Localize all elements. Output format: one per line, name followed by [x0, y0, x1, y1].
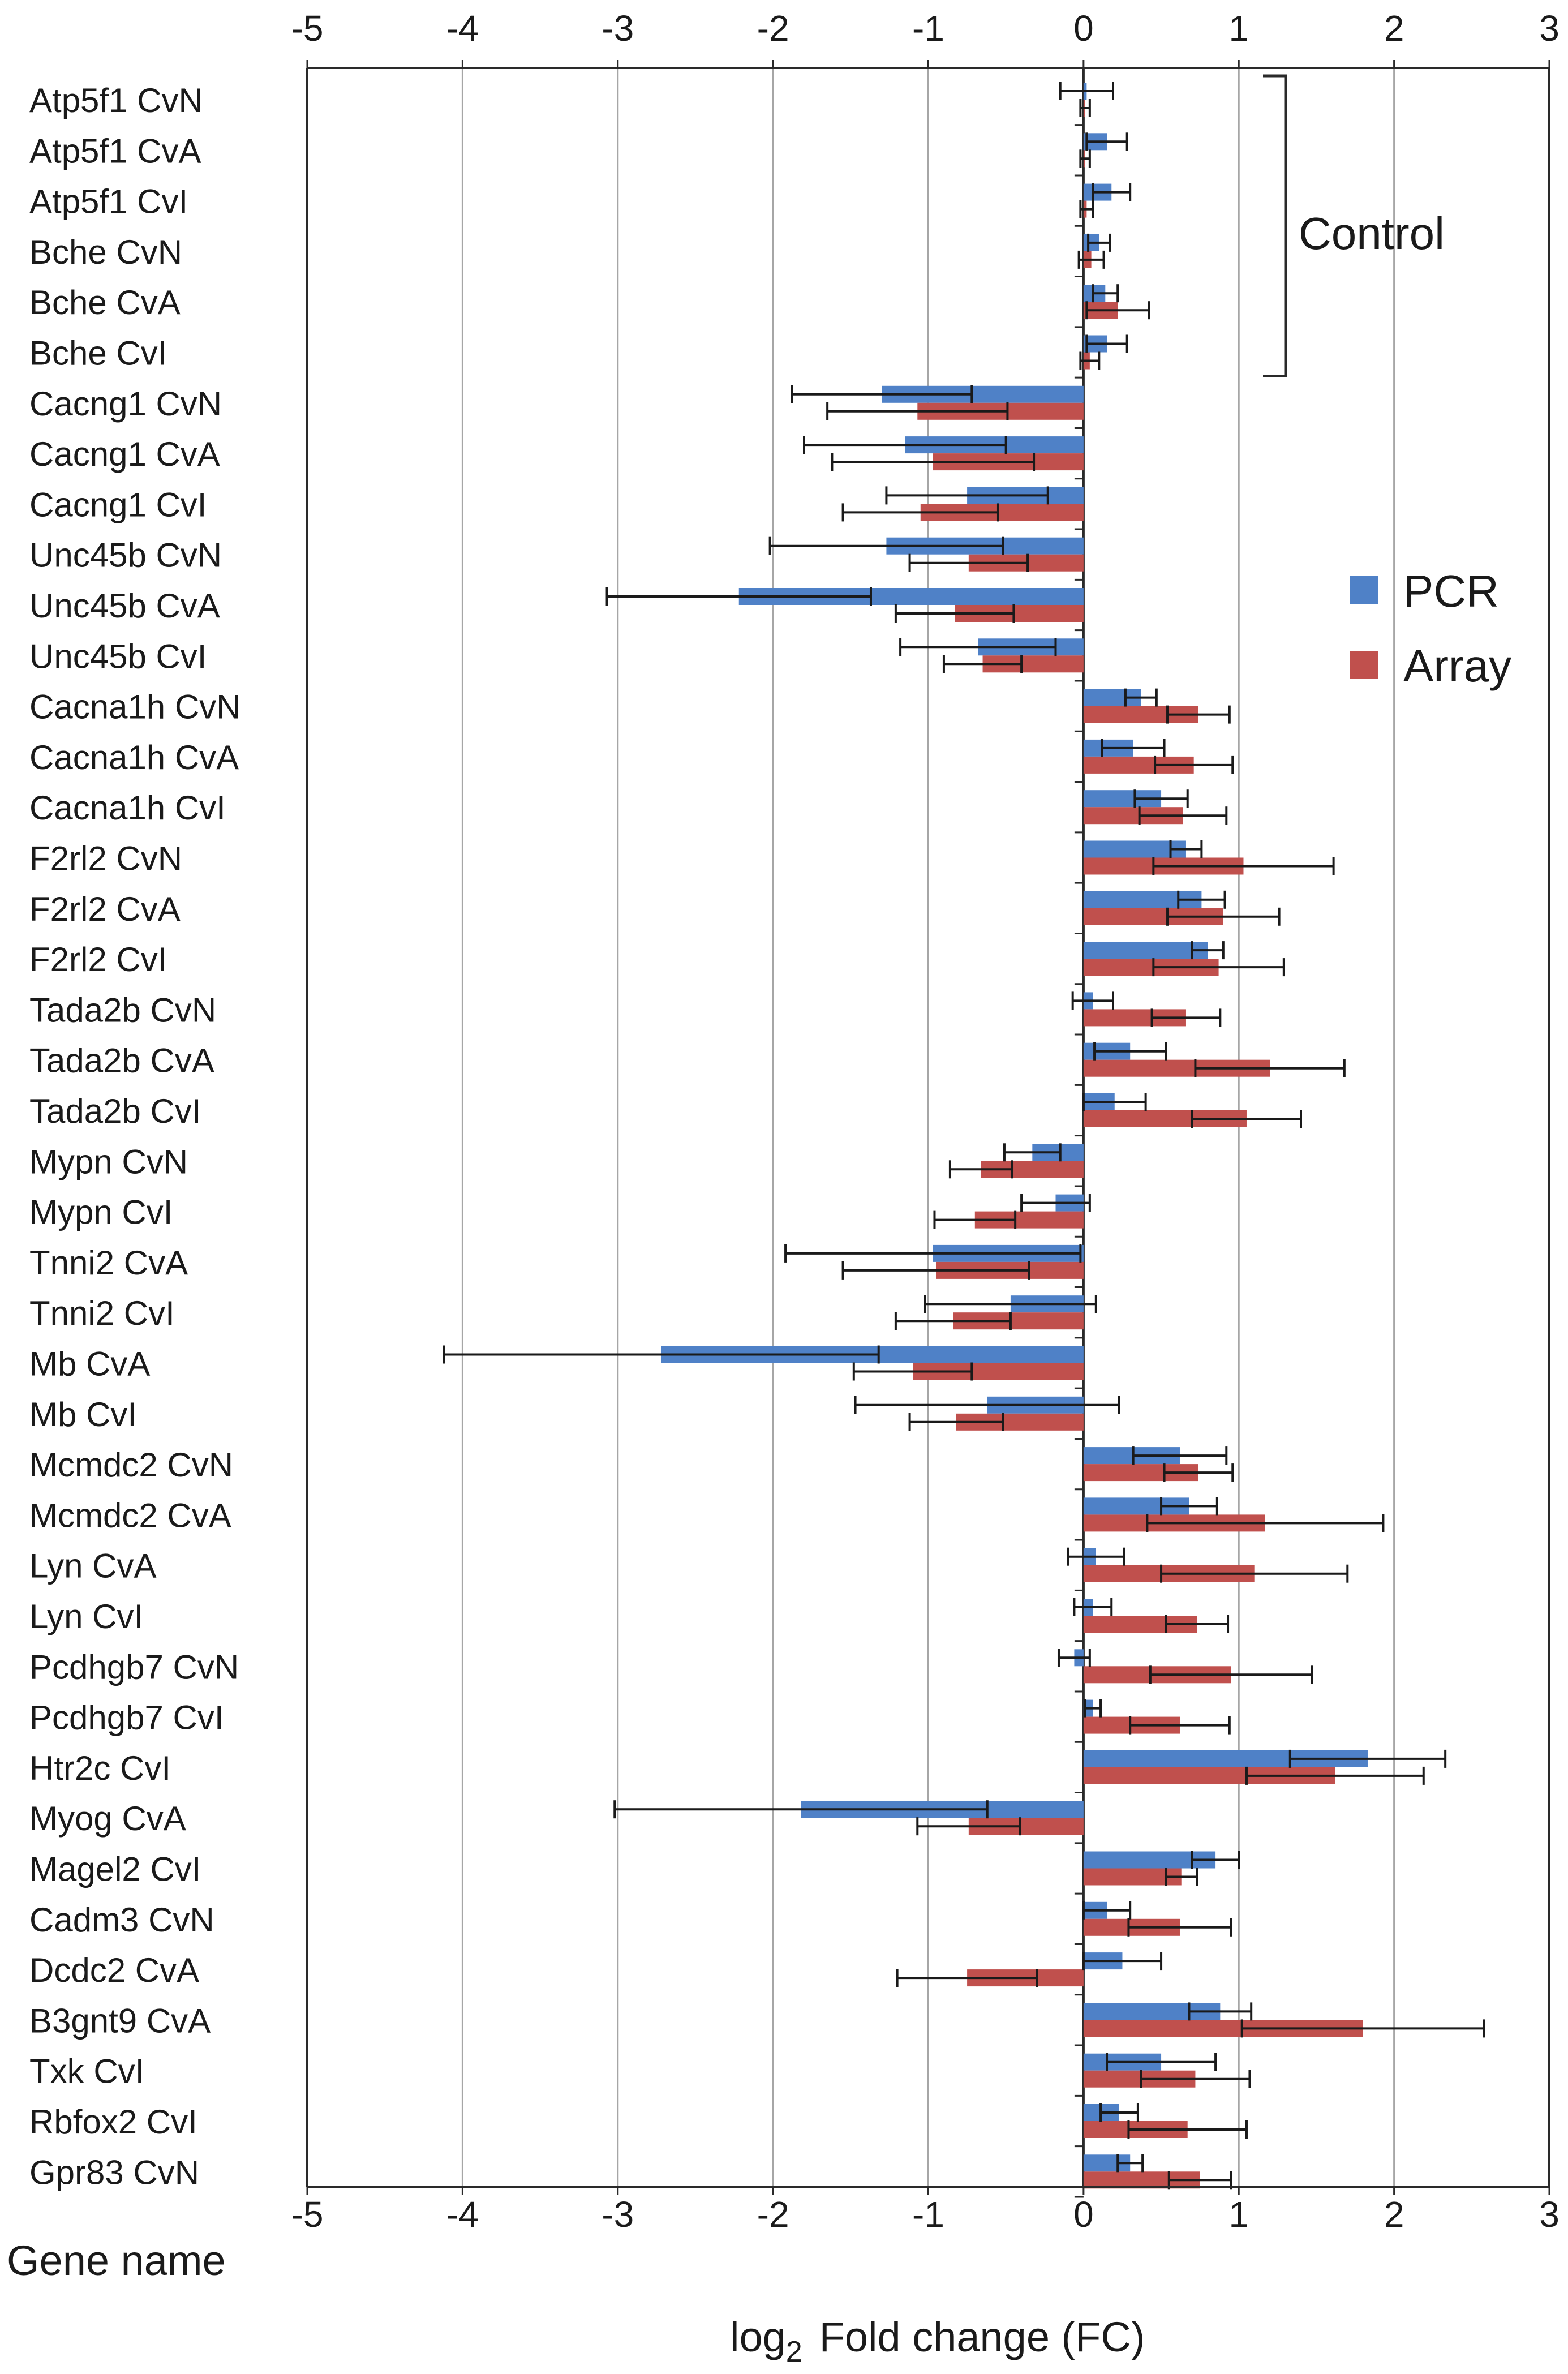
- gene-label: Tada2b CvN: [29, 991, 216, 1029]
- gene-label: Bche CvA: [29, 284, 181, 321]
- gene-label: Mypn CvN: [29, 1143, 188, 1180]
- x-tick-label-top: 3: [1539, 8, 1560, 49]
- gene-label: Unc45b CvA: [29, 587, 220, 625]
- x-tick-label-bottom: -2: [757, 2194, 789, 2235]
- gene-label: Mcmdc2 CvA: [29, 1496, 231, 1534]
- gene-label: Bche CvN: [29, 233, 182, 271]
- gene-label: Cacng1 CvN: [29, 385, 222, 423]
- x-axis-title-subscript: 2: [786, 2336, 802, 2368]
- y-axis-title: Gene name: [7, 2237, 226, 2284]
- control-bracket-group: Control: [1263, 74, 1445, 377]
- x-tick-label-bottom: 1: [1228, 2194, 1249, 2235]
- x-tick-label-bottom: -4: [446, 2194, 479, 2235]
- gene-label: B3gnt9 CvA: [29, 2002, 211, 2040]
- gene-label: Lyn CvI: [29, 1598, 143, 1635]
- x-axis-title-log: log: [730, 2313, 786, 2360]
- gene-labels: Atp5f1 CvN Atp5f1 CvA Atp5f1 CvI Bche CvN Bc…: [29, 81, 241, 2191]
- gene-label: Myog CvA: [29, 1800, 186, 1838]
- gridlines: [461, 68, 1395, 2187]
- x-axis-title: log2 Fold change (FC): [730, 2313, 1145, 2368]
- top-tick-labels: -5 -4 -3 -2 -1 0 1 2 3: [291, 8, 1560, 68]
- gene-label: Cacna1h CvA: [29, 739, 239, 776]
- bars: [661, 83, 1368, 2189]
- gene-label: Mypn CvI: [29, 1194, 173, 1231]
- gene-label: Tada2b CvA: [29, 1042, 214, 1080]
- x-tick-label-top: -5: [291, 8, 324, 49]
- gene-label: Gpr83 CvN: [29, 2153, 199, 2191]
- gene-label: Cacng1 CvA: [29, 435, 220, 473]
- gene-label: Bche CvI: [29, 334, 167, 372]
- x-tick-label-bottom: 2: [1384, 2194, 1404, 2235]
- control-bracket: [1263, 74, 1287, 377]
- bottom-tick-labels: -5 -4 -3 -2 -1 0 1 2 3: [291, 2187, 1560, 2235]
- x-tick-label-bottom: 3: [1539, 2194, 1560, 2235]
- x-tick-label-top: -3: [602, 8, 634, 49]
- gene-label: Pcdhgb7 CvI: [29, 1699, 224, 1737]
- gene-label: Cacna1h CvN: [29, 688, 241, 726]
- legend-pcr-swatch: [1350, 576, 1378, 604]
- gene-label: Unc45b CvN: [29, 536, 222, 574]
- gene-label: Atp5f1 CvN: [29, 81, 203, 119]
- legend-pcr-label: PCR: [1403, 566, 1499, 616]
- x-tick-label-bottom: -5: [291, 2194, 324, 2235]
- legend-array-label: Array: [1403, 641, 1511, 691]
- gene-label: Mb CvI: [29, 1396, 137, 1433]
- gene-label: Atp5f1 CvA: [29, 132, 201, 170]
- gene-label: Dcdc2 CvA: [29, 1951, 199, 1989]
- x-tick-label-bottom: -1: [912, 2194, 944, 2235]
- gene-label: Tnni2 CvI: [29, 1294, 175, 1332]
- gene-label: Cacna1h CvI: [29, 789, 226, 827]
- gene-label: Mb CvA: [29, 1345, 150, 1383]
- x-axis-title-rest: Fold change (FC): [819, 2313, 1145, 2360]
- gene-label: Cacng1 CvI: [29, 486, 207, 523]
- x-tick-label-top: 1: [1228, 8, 1249, 49]
- gene-label: Cadm3 CvN: [29, 1901, 214, 1939]
- gene-label: Txk CvI: [29, 2053, 144, 2090]
- gene-label: Rbfox2 CvI: [29, 2103, 197, 2141]
- x-tick-label-top: -1: [912, 8, 944, 49]
- gene-label: Magel2 CvI: [29, 1851, 201, 1888]
- gene-label: Htr2c CvI: [29, 1749, 171, 1787]
- error-bars: [443, 82, 1485, 2190]
- control-label: Control: [1299, 208, 1445, 259]
- gene-label: Tada2b CvI: [29, 1092, 201, 1130]
- legend: PCR Array: [1350, 566, 1511, 691]
- x-tick-label-bottom: 0: [1073, 2194, 1094, 2235]
- pcr-bar: [1083, 942, 1208, 959]
- gene-label: Mcmdc2 CvN: [29, 1446, 233, 1484]
- gene-label: Lyn CvA: [29, 1547, 157, 1585]
- gene-label: F2rl2 CvA: [29, 890, 181, 928]
- x-tick-label-top: -4: [446, 8, 479, 49]
- gene-label: F2rl2 CvI: [29, 941, 167, 978]
- gene-label: Atp5f1 CvI: [29, 183, 188, 221]
- x-tick-label-top: 2: [1384, 8, 1404, 49]
- x-tick-label-top: -2: [757, 8, 789, 49]
- legend-array-swatch: [1350, 651, 1378, 679]
- gene-label: Pcdhgb7 CvN: [29, 1648, 239, 1686]
- gene-label: Tnni2 CvA: [29, 1244, 188, 1282]
- gene-label: F2rl2 CvN: [29, 840, 182, 878]
- pcr-bar: [1083, 840, 1186, 858]
- x-tick-label-top: 0: [1073, 8, 1094, 49]
- gene-label: Unc45b CvI: [29, 637, 207, 675]
- x-tick-label-bottom: -3: [602, 2194, 634, 2235]
